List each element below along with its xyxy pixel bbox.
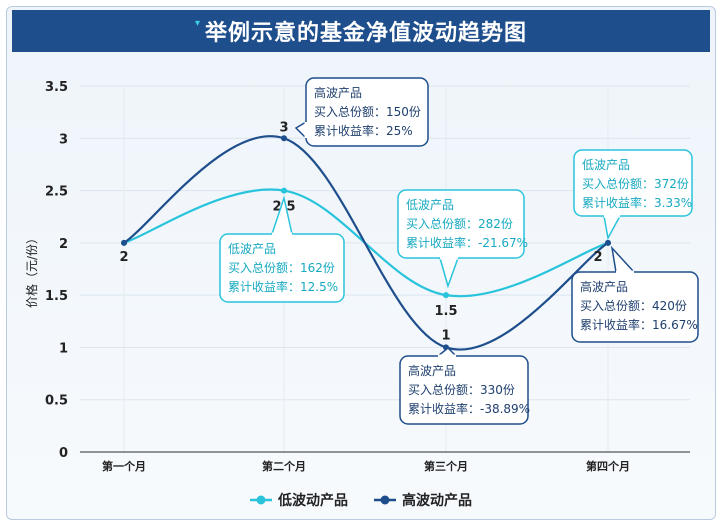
callout-box [573, 149, 693, 217]
callout-text: 累计收益率：16.67% [580, 317, 698, 332]
y-tick-label: 1.5 [45, 289, 68, 304]
y-tick-label: 2.5 [45, 185, 68, 200]
data-label: 3 [279, 120, 288, 135]
callout-box [571, 271, 699, 343]
y-tick-label: 2 [59, 237, 68, 252]
callout-pointer [603, 215, 622, 241]
series-point-0 [281, 187, 287, 194]
callout-text: 买入总份额：420份 [580, 299, 687, 313]
data-label: 2 [593, 250, 602, 265]
callout-text: 高波产品 [580, 279, 628, 294]
y-tick-label: 0.5 [45, 394, 68, 409]
callout-text: 高波产品 [314, 85, 362, 100]
legend-swatch-marker [256, 495, 266, 505]
legend-label: 低波动产品 [277, 492, 348, 509]
title-accent-icon: ▾ [194, 17, 201, 29]
callout-pointer [610, 245, 636, 273]
data-label: 2 [119, 250, 128, 265]
data-label: 1 [441, 328, 450, 343]
y-tick-label: 3 [59, 132, 68, 147]
callout-box [305, 77, 429, 147]
callout-text: 累计收益率：-21.67% [406, 235, 528, 250]
callout-text: 累计收益率：-38.89% [408, 401, 530, 416]
callout-box [399, 355, 529, 425]
callout-text: 累计收益率：25% [314, 123, 413, 138]
callout-box [397, 189, 525, 259]
x-tick-label: 第一个月 [102, 459, 146, 473]
callout-text: 低波产品 [228, 242, 276, 256]
callout-text: 累计收益率：12.5% [228, 279, 338, 294]
y-tick-label: 3.5 [45, 80, 68, 95]
callout-text: 高波产品 [408, 363, 456, 378]
callout-text: 买入总份额：162份 [228, 261, 335, 275]
chart-title: 举例示意的基金净值波动趋势图 [205, 21, 528, 46]
series-point-1 [605, 239, 611, 246]
callout-text: 买入总份额：150份 [314, 105, 421, 119]
legend-label: 高波动产品 [402, 492, 472, 509]
callout-text: 低波产品 [582, 158, 630, 172]
legend-swatch-marker [380, 495, 390, 505]
x-tick-label: 第二个月 [262, 459, 306, 473]
series-point-0 [443, 292, 449, 299]
chart-title-bar: ▾ 举例示意的基金净值波动趋势图 [12, 10, 710, 52]
callout-pointer [439, 257, 460, 289]
series-line-1 [123, 135, 609, 351]
callout-text: 累计收益率：3.33% [582, 195, 692, 210]
x-tick-label: 第三个月 [424, 459, 468, 473]
y-tick-label: 1 [59, 341, 68, 356]
y-tick-label: 0 [59, 446, 68, 461]
data-label: 1.5 [434, 304, 457, 319]
callout-text: 低波产品 [406, 198, 454, 212]
series-point-1 [281, 135, 287, 142]
callout-text: 买入总份额：330份 [408, 383, 515, 397]
series-point-1 [121, 239, 127, 246]
callout-text: 买入总份额：372份 [582, 177, 689, 191]
x-tick-label: 第四个月 [586, 459, 630, 473]
y-axis-label: 价格（元/份） [24, 232, 39, 308]
callout-text: 买入总份额：282份 [406, 217, 513, 231]
